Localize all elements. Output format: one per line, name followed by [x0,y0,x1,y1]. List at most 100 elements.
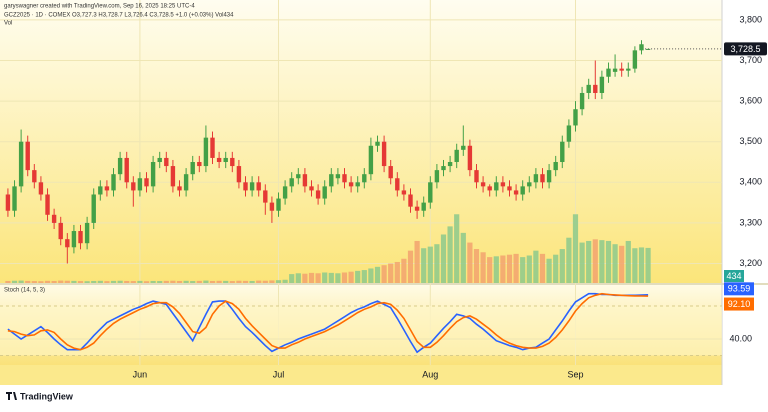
volume-bar [355,270,361,283]
volume-bar [533,250,539,283]
volume-bar [124,280,130,283]
candle-body [302,174,308,187]
volume-bar [440,234,447,283]
volume-bar [506,254,513,283]
candle-body [164,157,169,167]
candle-body [586,84,591,93]
volume-bar [203,280,209,283]
candle-body [553,162,558,171]
volume-bar [117,280,123,283]
candle-body [223,157,228,163]
volume-bar [18,280,24,283]
volume-bar [520,257,526,283]
candle-body [527,182,532,187]
volume-bar [302,273,308,283]
volume-bar [335,273,341,283]
stoch-last-label: 92.10 [728,299,751,309]
volume-bar [216,280,222,283]
candle-body [58,222,63,240]
volume-bar [242,280,249,283]
candle-body [78,231,83,244]
candle-body [612,68,618,72]
volume-bar [427,246,433,283]
candle-body [487,186,492,191]
candle-body [474,170,479,183]
volume-bar [407,250,414,283]
volume-bar [566,237,572,283]
volume-bar [157,281,163,283]
candle-body [131,182,136,191]
candle-body [104,186,110,191]
candle-body [408,194,413,207]
volume-bar [130,281,136,283]
volume-bar [341,272,348,283]
candle-body [381,141,387,167]
candle-body [32,170,37,183]
candle-body [289,178,294,187]
candle-body [540,174,545,183]
volume-bar [612,244,618,283]
candle-body [124,157,129,183]
candle-body [599,76,605,93]
stoch-line [7,292,649,354]
volume-bar [137,280,143,283]
candle-body [395,178,400,191]
volume-bar [190,281,196,283]
volume-bar [143,281,150,283]
candle-body [401,190,407,195]
candle-body [269,202,275,211]
symbol-line: GCZ2025 · 1D · COMEX O3,727.3 H3,728.7 L… [4,13,234,19]
volume-bar [546,258,552,283]
candle-body [494,182,499,191]
volume-bar [361,270,367,283]
candle-body [117,157,123,175]
volume-bar [348,271,354,283]
volume-bar [599,240,605,283]
volume-bar [480,252,486,283]
stoch-title: Stoch (14, 5, 3) [4,288,45,294]
candle-body [190,162,195,175]
volume-bar [500,255,506,283]
volume-bar [394,261,400,283]
volume-bar [447,226,453,283]
volume-bar [176,280,183,283]
candle-body [533,174,539,183]
y-tick-label: 3,800 [739,14,762,24]
candle-body [98,186,103,195]
candle-body [454,149,459,163]
volume-bar [315,273,321,283]
candle-body [632,50,638,69]
candle-body [243,182,248,191]
volume-bar [25,280,31,283]
y-tick-label: 3,200 [739,258,762,268]
volume-bar [526,255,532,283]
candle-body [5,194,11,211]
candle-body [137,178,143,191]
volume-bar [308,272,315,283]
y-tick-label: 3,600 [739,95,762,105]
volume-bar [11,280,18,283]
candle-body [520,186,525,195]
volume-bar [77,281,84,283]
time-axis [0,365,722,385]
candle-body [619,68,624,71]
volume-bar [170,280,176,283]
y-tick-label: 3,700 [739,55,762,65]
candle-body [355,182,360,187]
candle-body [216,157,222,163]
candle-body [461,145,466,150]
volume-bar [163,280,169,283]
candle-body [197,162,202,167]
volume-bar [64,280,70,283]
candle-body [276,198,281,211]
volume-bar [619,245,625,283]
candle-body [282,186,288,199]
volume-bar [454,214,460,283]
footer-logo[interactable]: TradingView [6,391,74,401]
volume-bar [388,263,394,283]
volume-bar [58,280,64,283]
candle-body [593,84,598,93]
volume-bar [236,280,242,283]
